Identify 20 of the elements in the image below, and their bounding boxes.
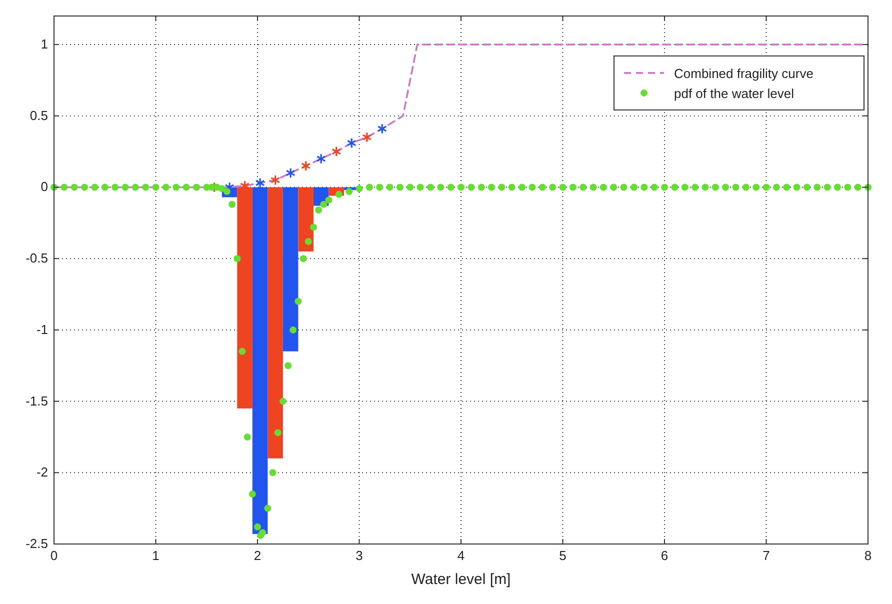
y-tick-label: -1.5 <box>26 393 48 408</box>
x-tick-label: 7 <box>762 548 770 563</box>
x-tick-label: 8 <box>864 548 872 563</box>
x-tick-label: 5 <box>559 548 566 563</box>
x-axis-title: Water level [m] <box>411 571 511 588</box>
y-tick-label: 0.5 <box>30 108 48 123</box>
x-tick-label: 4 <box>457 548 465 563</box>
y-tick-label: 0 <box>40 179 48 194</box>
y-tick-label: -2 <box>36 464 48 480</box>
x-tick-label: 3 <box>356 548 363 563</box>
y-tick-label: -1 <box>36 322 48 337</box>
x-tick-label: 1 <box>152 548 160 563</box>
x-tick-label: 6 <box>660 548 668 563</box>
x-tick-label: 2 <box>254 548 262 563</box>
y-tick-label: -0.5 <box>26 250 48 266</box>
y-tick-label: -2.5 <box>26 536 48 551</box>
x-tick-label: 0 <box>50 548 58 563</box>
legend-label: pdf of the water level <box>674 86 794 101</box>
y-tick-label: 1 <box>40 36 48 52</box>
legend-label: Combined fragility curve <box>674 66 814 81</box>
